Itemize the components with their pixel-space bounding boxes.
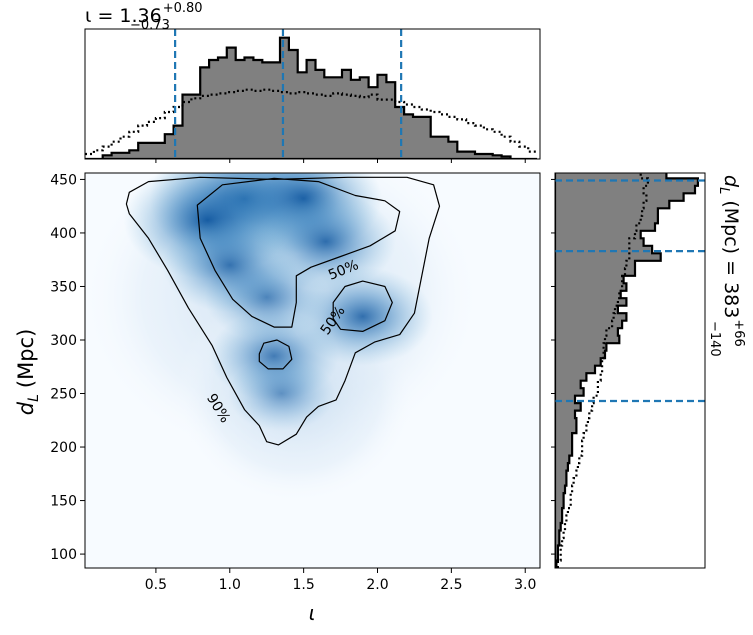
right-label-d: d <box>720 175 742 188</box>
x-tick-label: 3.0 <box>514 577 536 593</box>
right-marginal-panel: dL (Mpc) = 383+66 −140 <box>551 172 746 569</box>
top-marginal-histogram <box>85 36 538 159</box>
joint-panel: 50%50%90% 0.5 1.0 1.5 2.0 2.5 3.0 10015020025… <box>14 172 541 625</box>
right-prior-step <box>556 173 649 568</box>
x-tick-label: 1.5 <box>293 577 315 593</box>
density-blob <box>162 217 298 313</box>
right-marginal-histogram <box>555 173 699 568</box>
credible-contours <box>125 176 441 446</box>
top-histogram-bars <box>85 36 538 159</box>
joint-frame <box>84 172 541 569</box>
right-marginal-label: dL (Mpc) = 383+66 −140 <box>707 175 746 357</box>
y-tick-label: 350 <box>50 279 77 295</box>
y-tick-label: 250 <box>50 387 77 403</box>
x-tick-label: 0.5 <box>145 577 167 593</box>
density-blob <box>227 355 336 432</box>
top-marginal-frame <box>84 28 541 160</box>
y-axis-label-unit: (Mpc) <box>14 329 38 388</box>
right-histogram-bars <box>555 173 699 568</box>
joint-x-ticks: 0.5 1.0 1.5 2.0 2.5 3.0 <box>145 568 536 593</box>
y-tick-label: 450 <box>50 172 77 188</box>
top-marginal-title: ι = 1.36+0.80 −0.73 <box>85 1 203 33</box>
y-axis-label-subscript: L <box>26 394 42 402</box>
y-tick-label: 200 <box>50 440 77 456</box>
right-marginal-quantile-lines <box>555 179 705 403</box>
contour-line <box>125 176 441 446</box>
y-tick-label: 100 <box>50 547 77 563</box>
x-axis-label: ι <box>309 601 316 625</box>
top-marginal-ticks <box>155 159 526 163</box>
y-axis-label: dL (Mpc) <box>14 329 42 416</box>
contour-line <box>196 177 401 328</box>
top-marginal-panel: ι = 1.36+0.80 −0.73 <box>84 1 541 163</box>
right-label-value: (Mpc) = 383 <box>720 194 742 318</box>
right-label-superscript: +66 <box>731 319 746 346</box>
y-tick-label: 300 <box>50 333 77 349</box>
y-axis-label-d: d <box>14 401 38 415</box>
title-superscript: +0.80 <box>163 1 203 16</box>
x-tick-label: 1.0 <box>219 577 241 593</box>
right-label-subscript: −140 <box>707 321 722 357</box>
density-heatmap <box>85 173 482 504</box>
x-tick-label: 2.0 <box>366 577 388 593</box>
contour-line <box>332 280 393 332</box>
title-subscript: −0.73 <box>130 18 170 33</box>
right-marginal-ticks <box>551 178 555 555</box>
x-tick-label: 2.5 <box>440 577 462 593</box>
y-tick-label: 400 <box>50 226 77 242</box>
right-marginal-frame <box>554 172 706 569</box>
right-marginal-prior-line <box>556 173 649 568</box>
y-tick-label: 150 <box>50 494 77 510</box>
right-label-index: L <box>716 187 731 194</box>
title-iota-value: ι = 1.36 <box>85 5 162 27</box>
contour-line <box>258 339 293 370</box>
joint-y-ticks: 100 150 200 250 300 350 400 450 <box>50 172 85 563</box>
